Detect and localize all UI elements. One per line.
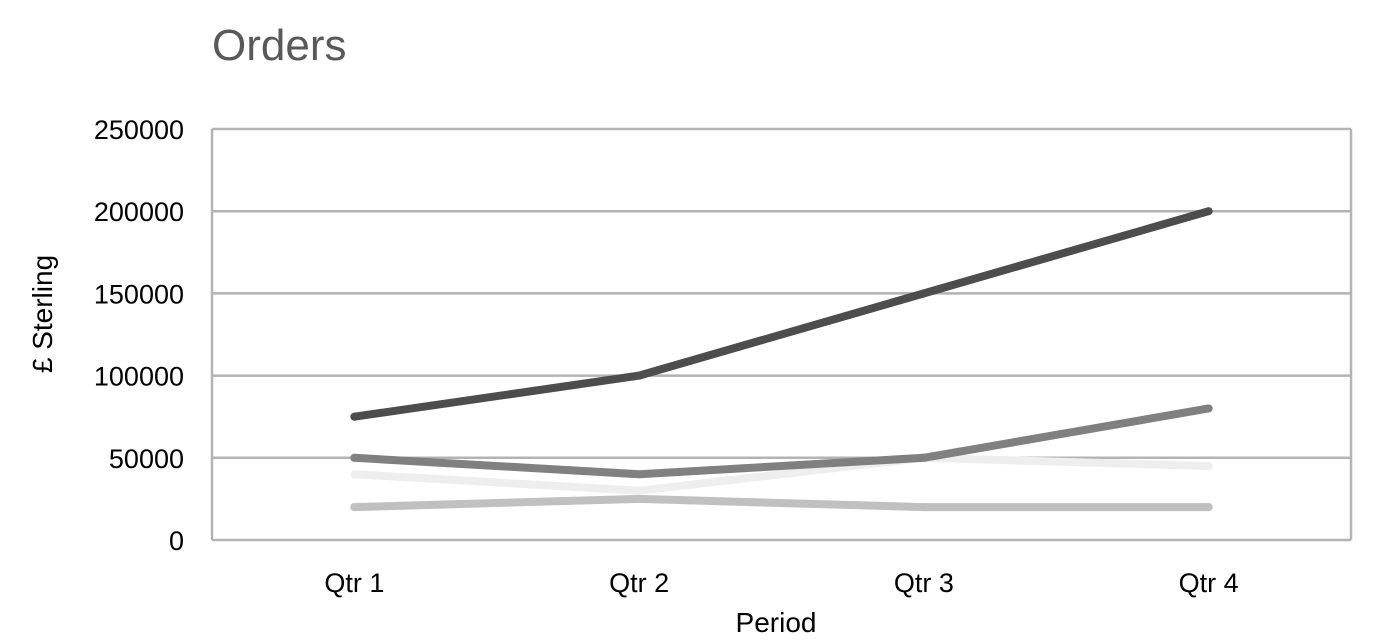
y-tick-label: 250000 bbox=[94, 115, 184, 145]
series-line-3 bbox=[350, 453, 1213, 495]
data-point bbox=[635, 470, 644, 479]
series-line-2 bbox=[350, 404, 1213, 479]
data-point bbox=[350, 503, 359, 512]
y-tick-label: 0 bbox=[169, 526, 184, 556]
y-tick-label: 100000 bbox=[94, 362, 184, 392]
y-tick-label: 50000 bbox=[109, 444, 184, 474]
x-tick-labels: Qtr 1 Qtr 2 Qtr 3 Qtr 4 bbox=[324, 568, 1238, 598]
series-lines bbox=[350, 207, 1213, 512]
x-tick-label: Qtr 4 bbox=[1179, 568, 1239, 598]
data-point bbox=[635, 371, 644, 380]
x-tick-label: Qtr 1 bbox=[324, 568, 384, 598]
series-line-1 bbox=[350, 207, 1213, 421]
x-tick-label: Qtr 2 bbox=[609, 568, 669, 598]
data-point bbox=[635, 486, 644, 495]
data-point bbox=[350, 453, 359, 462]
data-point bbox=[1204, 462, 1213, 471]
data-point bbox=[919, 289, 928, 298]
data-point bbox=[919, 503, 928, 512]
data-point bbox=[350, 412, 359, 421]
data-point bbox=[1204, 503, 1213, 512]
data-point bbox=[350, 470, 359, 479]
x-tick-label: Qtr 3 bbox=[894, 568, 954, 598]
series-line-4 bbox=[350, 494, 1213, 512]
y-tick-label: 150000 bbox=[94, 279, 184, 309]
y-tick-labels: 0 50000 100000 150000 200000 250000 bbox=[94, 115, 184, 556]
data-point bbox=[1204, 207, 1213, 216]
y-tick-label: 200000 bbox=[94, 197, 184, 227]
data-point bbox=[919, 453, 928, 462]
x-axis-label: Period bbox=[736, 607, 817, 638]
chart-title: Orders bbox=[212, 21, 346, 70]
y-axis-label: £ Sterling bbox=[27, 255, 58, 373]
data-point bbox=[1204, 404, 1213, 413]
data-point bbox=[635, 494, 644, 503]
